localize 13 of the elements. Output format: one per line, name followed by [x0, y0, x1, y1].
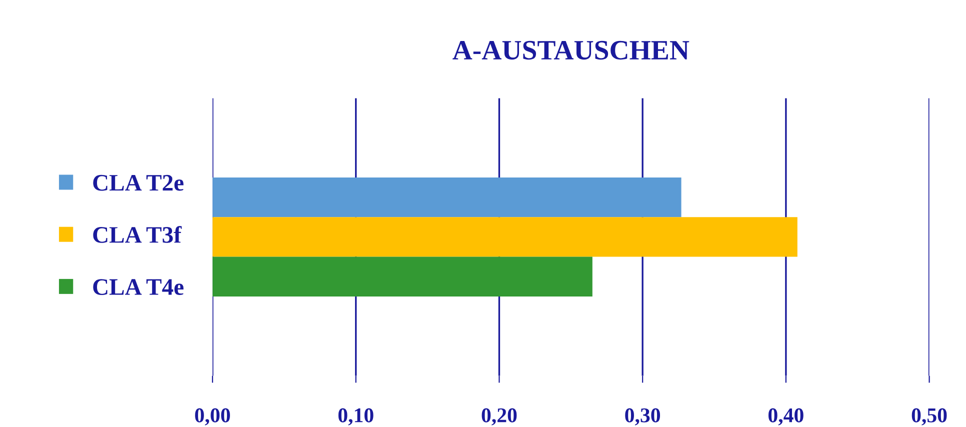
x-tick-label: 0,00	[195, 408, 230, 426]
legend-label: CLA T4e	[93, 279, 184, 295]
chart-title: A-AUSTAUSCHEN	[452, 40, 690, 60]
legend-label: CLA T2e	[93, 174, 184, 191]
bar	[212, 256, 592, 296]
bar	[212, 178, 682, 218]
x-tick-label: 0,40	[768, 408, 804, 426]
x-tick-label: 0,50	[912, 408, 947, 426]
x-tick-label: 0,10	[338, 408, 374, 426]
legend-label: CLA T3f	[93, 226, 182, 243]
x-tick-label: 0,30	[625, 408, 660, 426]
bar	[212, 217, 798, 257]
x-tick-label: 0,20	[482, 408, 517, 426]
